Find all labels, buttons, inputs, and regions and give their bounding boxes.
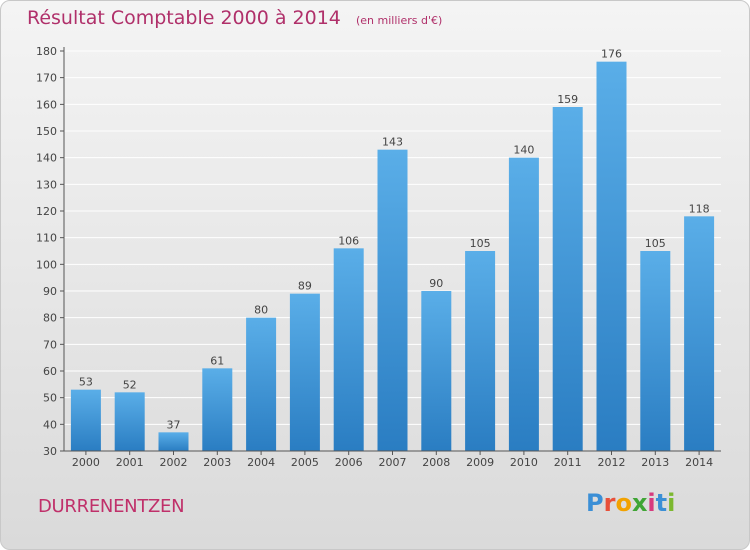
- y-tick-label: 100: [36, 258, 57, 271]
- x-tick-label-2004: 2004: [247, 456, 275, 469]
- bars: 53 52 37 61 80 89 106 143 90 105 140 159 176 105 118: [70, 48, 715, 452]
- x-tick-label-2010: 2010: [510, 456, 538, 469]
- y-tick-label: 80: [43, 312, 57, 325]
- x-tick-label-2002: 2002: [160, 456, 188, 469]
- bar-2007: [377, 149, 408, 451]
- data-label-2014: 118: [689, 202, 710, 215]
- bar-2009: [465, 251, 496, 451]
- bar-2012: [596, 61, 627, 452]
- data-label-2008: 90: [429, 277, 443, 290]
- data-label-2001: 52: [123, 378, 137, 391]
- y-tick-label: 70: [43, 338, 57, 351]
- data-label-2012: 176: [601, 48, 622, 61]
- data-label-2002: 37: [167, 418, 181, 431]
- bar-2002: [158, 432, 189, 451]
- y-tick-label: 90: [43, 285, 57, 298]
- bar-2011: [552, 107, 583, 451]
- y-axis-ticks: 30 40 50 60 70 80 90 100 110 120 130 140 150 160 170 18…: [36, 45, 64, 458]
- x-tick-label-2005: 2005: [291, 456, 319, 469]
- bar-2001: [114, 392, 145, 451]
- x-tick-label-2011: 2011: [554, 456, 582, 469]
- data-label-2011: 159: [557, 93, 578, 106]
- x-tick-label-2003: 2003: [203, 456, 231, 469]
- y-tick-label: 30: [43, 445, 57, 458]
- x-tick-label-2001: 2001: [116, 456, 144, 469]
- logo-letter: i: [667, 489, 676, 517]
- chart-subtitle: (en milliers d'€): [355, 14, 443, 27]
- x-tick-label-2007: 2007: [379, 456, 407, 469]
- bar-2013: [640, 251, 671, 451]
- x-axis-ticks: 2000 2001 2002 2003 2004 2005 2006 2007 2008 2009…: [72, 451, 713, 469]
- data-label-2010: 140: [513, 144, 534, 157]
- bar-2006: [333, 248, 364, 451]
- y-tick-label: 130: [36, 178, 57, 191]
- bar-2008: [421, 291, 452, 451]
- x-tick-label-2014: 2014: [685, 456, 713, 469]
- x-tick-label-2006: 2006: [335, 456, 363, 469]
- axes: [63, 47, 721, 452]
- data-label-2006: 106: [338, 234, 359, 247]
- logo-letter: P: [586, 489, 604, 517]
- commune-name: DURRENENTZEN: [38, 496, 185, 517]
- logo-letter: x: [631, 489, 648, 517]
- data-label-2004: 80: [254, 304, 268, 317]
- chart-title: Résultat Comptable 2000 à 2014: [27, 7, 341, 29]
- data-label-2003: 61: [210, 354, 224, 367]
- x-tick-label-2000: 2000: [72, 456, 100, 469]
- x-tick-label-2012: 2012: [598, 456, 626, 469]
- data-label-2007: 143: [382, 136, 403, 149]
- data-label-2000: 53: [79, 376, 93, 389]
- bar-2004: [246, 317, 277, 451]
- y-tick-label: 170: [36, 72, 57, 85]
- bar-2005: [289, 293, 320, 451]
- data-label-2005: 89: [298, 280, 312, 293]
- bar-2003: [202, 368, 233, 451]
- logo-letter: r: [603, 489, 616, 517]
- logo-letter: o: [615, 489, 632, 517]
- bar-2014: [684, 216, 715, 451]
- y-tick-label: 50: [43, 392, 57, 405]
- y-tick-label: 120: [36, 205, 57, 218]
- bar-2010: [508, 157, 539, 451]
- data-label-2009: 105: [470, 237, 491, 250]
- y-tick-label: 150: [36, 125, 57, 138]
- y-tick-label: 60: [43, 365, 57, 378]
- y-tick-label: 40: [43, 418, 57, 431]
- logo-letter: t: [655, 489, 668, 517]
- y-tick-label: 180: [36, 45, 57, 58]
- y-tick-label: 110: [36, 232, 57, 245]
- x-tick-label-2013: 2013: [641, 456, 669, 469]
- bar-2000: [70, 389, 101, 451]
- proxiti-logo: Proxiti: [586, 489, 675, 517]
- y-tick-label: 160: [36, 98, 57, 111]
- logo-letter: i: [647, 489, 656, 517]
- data-label-2013: 105: [645, 237, 666, 250]
- y-tick-label: 140: [36, 152, 57, 165]
- title-row: Résultat Comptable 2000 à 2014 (en milli…: [27, 7, 442, 29]
- x-tick-label-2008: 2008: [422, 456, 450, 469]
- x-tick-label-2009: 2009: [466, 456, 494, 469]
